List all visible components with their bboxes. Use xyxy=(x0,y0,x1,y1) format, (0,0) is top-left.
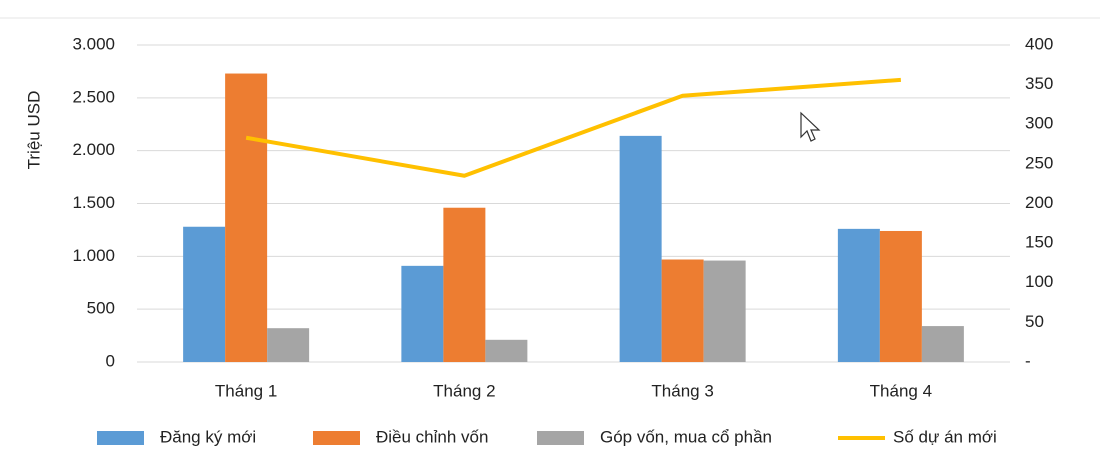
y2-tick-label: 250 xyxy=(1025,153,1053,172)
bar xyxy=(661,259,704,362)
y2-tick-label: 350 xyxy=(1025,74,1053,93)
bar xyxy=(267,328,310,362)
x-tick-label: Tháng 4 xyxy=(870,381,932,400)
mouse-cursor xyxy=(800,111,821,142)
y-tick-label: 1.500 xyxy=(72,193,115,212)
legend-label: Góp vốn, mua cổ phần xyxy=(600,427,772,446)
y-tick-label: 2.500 xyxy=(72,87,115,106)
y-tick-label: 1.000 xyxy=(72,246,115,265)
bar xyxy=(703,260,746,362)
bar xyxy=(183,226,226,362)
y2-tick-label: 150 xyxy=(1025,233,1053,252)
legend-label: Điều chỉnh vốn xyxy=(376,427,488,446)
y-tick-label: 0 xyxy=(106,351,115,370)
bar xyxy=(401,265,444,362)
legend-swatch xyxy=(97,431,144,445)
y2-tick-label: 400 xyxy=(1025,34,1053,53)
x-tick-label: Tháng 1 xyxy=(215,381,277,400)
x-tick-label: Tháng 2 xyxy=(433,381,495,400)
y2-tick-label: - xyxy=(1025,351,1031,370)
bar xyxy=(921,326,964,362)
bar xyxy=(879,230,922,362)
bar xyxy=(837,228,880,362)
x-tick-label: Tháng 3 xyxy=(651,381,713,400)
legend-swatch xyxy=(313,431,360,445)
line-series xyxy=(245,77,902,178)
legend-label: Đăng ký mới xyxy=(160,427,256,446)
bar xyxy=(225,73,268,362)
y-axis-label: Triệu USD xyxy=(24,91,43,170)
legend-swatch xyxy=(537,431,584,445)
y2-tick-label: 50 xyxy=(1025,312,1044,331)
legend-label: Số dự án mới xyxy=(893,427,997,446)
y2-tick-label: 200 xyxy=(1025,193,1053,212)
y-tick-label: 2.000 xyxy=(72,140,115,159)
bar xyxy=(485,339,528,362)
y2-tick-label: 300 xyxy=(1025,114,1053,133)
y-tick-label: 500 xyxy=(87,299,115,318)
bar xyxy=(443,207,486,362)
y2-tick-label: 100 xyxy=(1025,272,1053,291)
bar xyxy=(619,135,662,362)
y-tick-label: 3.000 xyxy=(72,34,115,53)
